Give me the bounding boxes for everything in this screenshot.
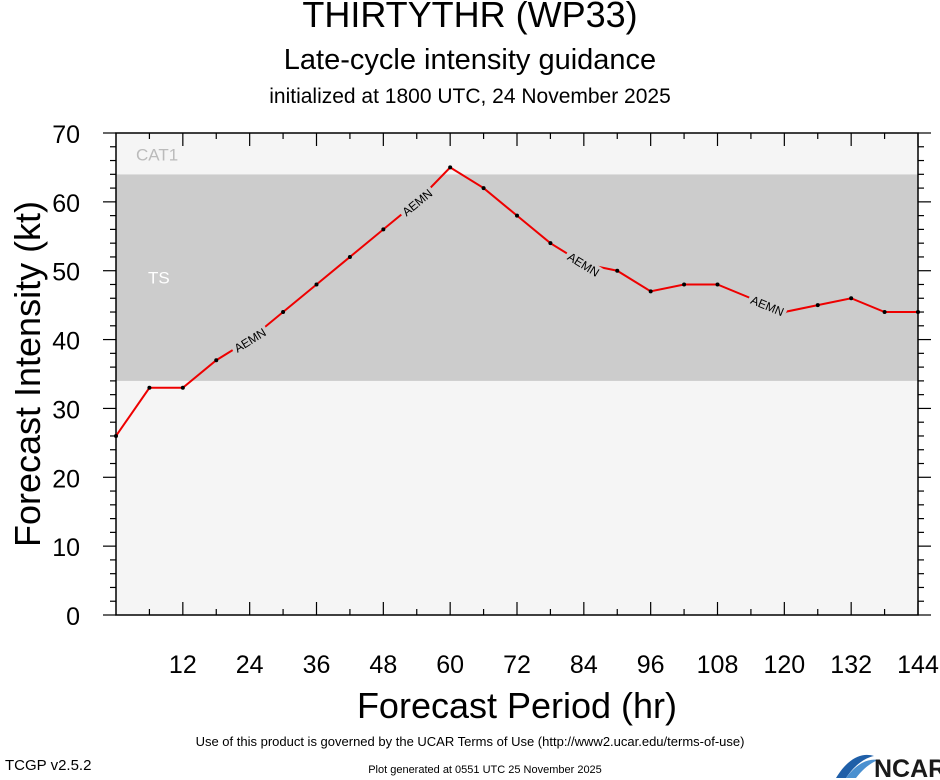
data-point — [381, 227, 386, 232]
series-label-mask — [229, 323, 270, 356]
x-tick-label: 24 — [236, 651, 264, 679]
x-tick-label: 84 — [570, 651, 598, 679]
x-tick-label: 72 — [503, 651, 531, 679]
data-point — [281, 310, 286, 315]
x-tick-label: 48 — [369, 651, 397, 679]
data-point — [882, 310, 887, 315]
band-label-ts: TS — [148, 269, 170, 288]
x-tick-label: 144 — [897, 651, 939, 679]
data-point — [481, 186, 486, 191]
data-point — [682, 282, 687, 287]
data-point — [815, 303, 820, 308]
series-label-mask — [563, 248, 605, 280]
x-axis-label: Forecast Period (hr) — [357, 685, 677, 726]
init-time: initialized at 1800 UTC, 24 November 202… — [269, 85, 671, 108]
chart-title: THIRTYTHR (WP33) — [302, 0, 638, 35]
y-tick-label: 70 — [52, 121, 80, 149]
x-tick-label: 36 — [303, 651, 331, 679]
version-label: TCGP v2.5.2 — [5, 757, 92, 774]
ncar-logo: NCAR — [836, 754, 940, 780]
y-tick-label: 50 — [52, 259, 80, 287]
data-point — [180, 385, 185, 390]
band-label-cat1: CAT1 — [136, 146, 178, 165]
data-point — [916, 310, 920, 315]
ncar-wordmark: NCAR — [874, 755, 940, 780]
x-tick-label: 60 — [436, 651, 464, 679]
y-tick-label: 60 — [52, 190, 80, 218]
y-tick-label: 30 — [52, 396, 80, 424]
ncar-swoosh-icon — [836, 754, 878, 778]
x-tick-label: 12 — [169, 651, 197, 679]
series-label-mask — [746, 291, 789, 319]
data-point — [849, 296, 854, 301]
x-tick-label: 96 — [637, 651, 665, 679]
intensity-chart: TS CAT1 12 24 36 48 60 72 84 96 108 120 132 144 0 10 20 3… — [7, 121, 939, 726]
y-tick-label: 0 — [66, 603, 80, 631]
data-point — [347, 254, 352, 259]
data-point — [214, 358, 219, 363]
data-point — [114, 433, 118, 438]
y-tick-label: 40 — [52, 328, 80, 356]
series-label-mask — [397, 184, 436, 220]
terms-notice: Use of this product is governed by the U… — [195, 734, 745, 749]
y-axis-label: Forecast Intensity (kt) — [7, 201, 48, 547]
x-tick-label: 120 — [763, 651, 805, 679]
data-point — [715, 282, 720, 287]
data-point — [648, 289, 653, 294]
data-point — [314, 282, 319, 287]
data-point — [448, 165, 453, 170]
data-point — [515, 213, 519, 218]
generated-time: Plot generated at 0551 UTC 25 November 2… — [368, 764, 602, 776]
chart-subtitle: Late-cycle intensity guidance — [283, 44, 657, 76]
y-tick-label: 10 — [52, 534, 80, 562]
data-point — [615, 268, 620, 273]
x-tick-label: 108 — [697, 651, 739, 679]
x-tick-label: 132 — [830, 651, 872, 679]
data-point — [548, 241, 553, 246]
y-tick-label: 20 — [52, 465, 80, 493]
data-point — [147, 385, 152, 390]
